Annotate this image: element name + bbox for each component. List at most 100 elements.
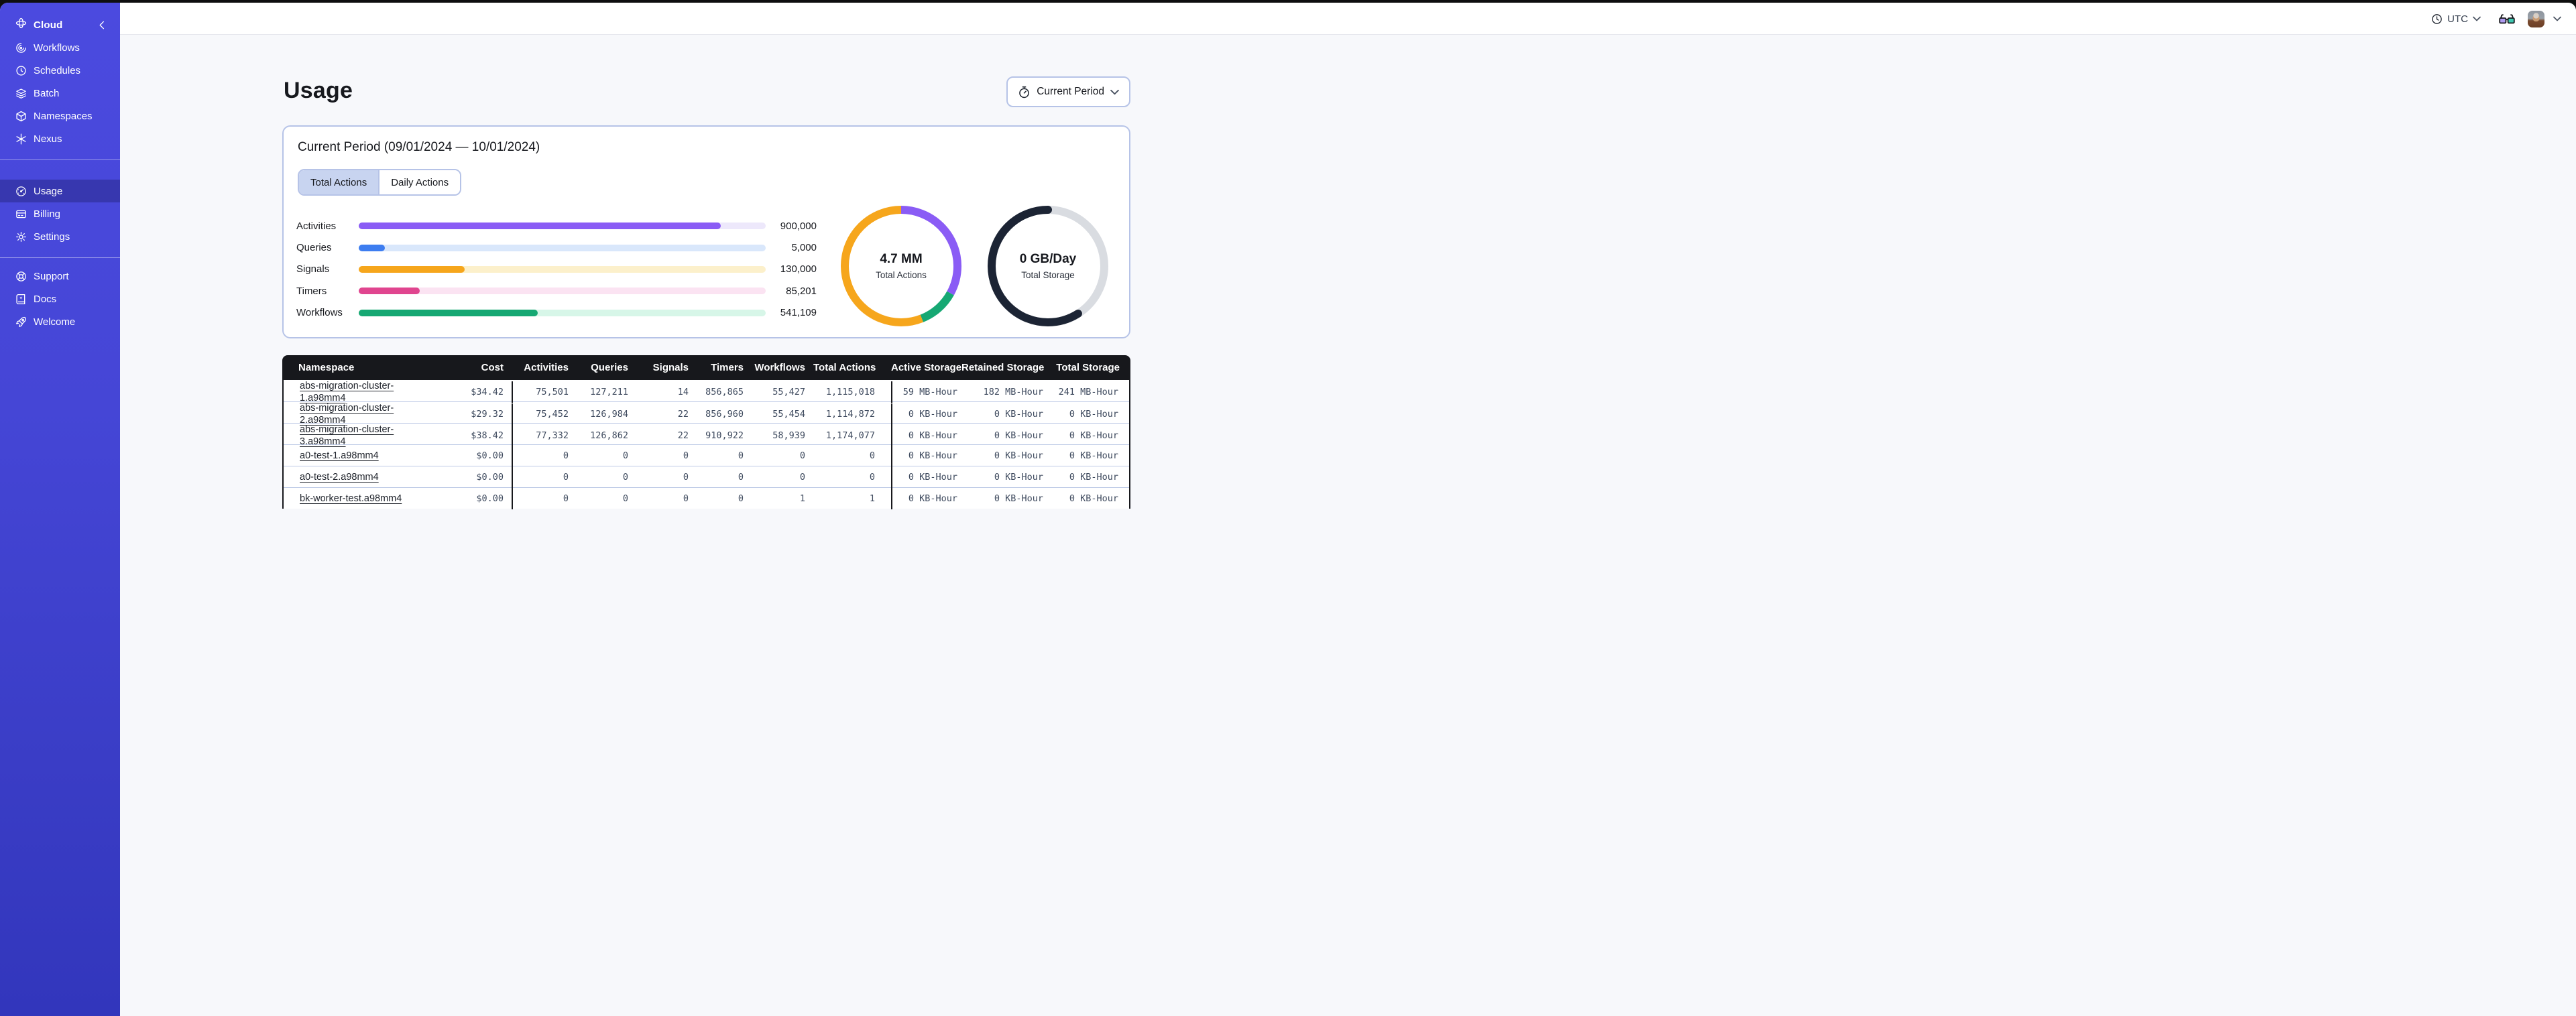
bar-fill (359, 244, 385, 251)
stopwatch-icon (1019, 86, 1030, 98)
table-row: a0-test-1.a98mm4 $0.00 0 0 0 0 0 0 0 KB-Hour 0 KB… (284, 444, 1129, 466)
donut-value: 4.7 MM (880, 252, 923, 266)
usage-page: Usage Current Period Current Period (09/… (282, 35, 1130, 1016)
cell-active-storage: 59 MB-Hour (891, 381, 961, 403)
cell-total-actions: 0 (869, 450, 875, 461)
table-row: bk-worker-test.a98mm4 $0.00 0 0 0 0 1 1 0 KB-Hou… (284, 487, 1129, 509)
chevron-down-icon (2473, 16, 2481, 21)
column-header-active-storage: Active Storage (891, 362, 962, 373)
donut-caption: Total Actions (876, 270, 927, 280)
donut-value: 0 GB/Day (1019, 252, 1077, 266)
cell-retained-storage: 0 KB-Hour (994, 409, 1043, 420)
donut-center: 0 GB/Day Total Storage (988, 206, 1108, 326)
tab-total-actions[interactable]: Total Actions (299, 170, 379, 194)
cell-cost: $0.00 (476, 493, 504, 504)
actions-tab-group: Total Actions Daily Actions (298, 169, 462, 196)
table-row: abs-migration-cluster-3.a98mm4 $38.42 77,3… (284, 423, 1129, 447)
cell-timers: 0 (738, 450, 744, 461)
column-header-timers: Timers (711, 362, 744, 373)
sidebar-item-docs[interactable]: Docs (0, 288, 120, 310)
cell-workflows: 58,939 (772, 430, 805, 441)
cell-total-storage: 0 KB-Hour (1069, 430, 1118, 441)
timezone-label: UTC (2447, 13, 2468, 25)
sidebar-collapse-button[interactable] (97, 19, 108, 31)
sidebar-item-label: Billing (34, 208, 61, 220)
namespace-link[interactable]: abs-migration-cluster-3.a98mm4 (300, 424, 394, 447)
sidebar-item-schedules[interactable]: Schedules (0, 59, 120, 82)
sidebar-item-label: Usage (34, 185, 63, 197)
namespace-link[interactable]: bk-worker-test.a98mm4 (300, 493, 402, 504)
sidebar-item-nexus[interactable]: Nexus (0, 127, 120, 150)
sidebar-item-label: Settings (34, 231, 70, 243)
bar-fill (359, 265, 465, 273)
user-menu-button[interactable] (2553, 16, 2561, 21)
user-avatar[interactable] (2528, 10, 2544, 27)
namespace-link[interactable]: abs-migration-cluster-1.a98mm4 (300, 381, 394, 403)
cell-active-storage: 0 KB-Hour (891, 488, 961, 509)
bar-label: Activities (296, 220, 337, 232)
bar-value: 900,000 (780, 220, 817, 232)
cell-total-storage: 0 KB-Hour (1069, 409, 1118, 420)
bar-label: Queries (296, 242, 332, 254)
bar-row-signals: Signals 130,000 (296, 259, 817, 280)
namespace-usage-table: Namespace Cost Activities Queries Signals Tim… (282, 355, 1130, 509)
cell-signals: 22 (677, 430, 689, 441)
cell-timers: 910,922 (705, 430, 744, 441)
cell-activities: 0 (512, 488, 577, 509)
cell-total-actions: 1,114,872 (825, 409, 875, 420)
sidebar-item-support[interactable]: Support (0, 265, 120, 288)
sidebar-item-namespaces[interactable]: Namespaces (0, 105, 120, 127)
billing-icon (16, 210, 26, 218)
cell-activities: 75,452 (512, 403, 577, 425)
bar-label: Timers (296, 285, 327, 297)
sidebar-item-label: Support (34, 270, 69, 282)
cell-total-storage: 0 KB-Hour (1069, 450, 1118, 461)
tab-daily-actions[interactable]: Daily Actions (378, 170, 461, 194)
cell-activities: 77,332 (512, 425, 577, 446)
sidebar-nav: Workflows Schedules Batch Namespaces Nexus Us… (0, 36, 120, 333)
cell-cost: $38.42 (471, 430, 504, 441)
cell-workflows: 0 (799, 472, 805, 483)
main-area: Usage Current Period Current Period (09/… (120, 35, 2576, 1016)
donut-ring (841, 206, 961, 326)
period-selector-label: Current Period (1037, 86, 1104, 97)
cloud-logo[interactable]: Cloud (0, 13, 120, 36)
namespace-link[interactable]: a0-test-1.a98mm4 (300, 450, 379, 461)
cell-active-storage: 0 KB-Hour (891, 445, 961, 466)
total-actions-donut: 4.7 MM Total Actions (841, 206, 961, 326)
cell-signals: 0 (683, 450, 689, 461)
sidebar-item-settings[interactable]: Settings (0, 225, 120, 248)
bar-track (359, 223, 766, 230)
reader-mode-button[interactable] (2499, 13, 2515, 24)
sidebar-item-label: Schedules (34, 64, 81, 76)
schedule-icon (16, 65, 26, 76)
sidebar-item-billing[interactable]: Billing (0, 202, 120, 225)
cell-signals: 0 (683, 493, 689, 504)
cell-namespace: abs-migration-cluster-2.a98mm4 (284, 402, 434, 426)
sidebar-item-label: Namespaces (34, 110, 93, 122)
cell-total-actions: 0 (869, 472, 875, 483)
actions-bar-chart: Activities 900,000 Queries 5,000 Signals 130,… (296, 215, 817, 324)
namespace-link[interactable]: abs-migration-cluster-2.a98mm4 (300, 403, 394, 426)
timezone-dropdown[interactable]: UTC (2431, 13, 2481, 25)
sidebar-item-usage[interactable]: Usage (0, 180, 120, 202)
sidebar-item-welcome[interactable]: Welcome (0, 310, 120, 333)
cell-activities: 75,501 (512, 381, 577, 403)
orbit-logo-icon (15, 17, 27, 32)
cell-workflows: 55,454 (772, 409, 805, 420)
table-row: abs-migration-cluster-1.a98mm4 $34.42 75,5… (284, 380, 1129, 404)
namespace-link[interactable]: a0-test-2.a98mm4 (300, 472, 379, 483)
sidebar-item-batch[interactable]: Batch (0, 82, 120, 105)
sidebar-item-label: Workflows (34, 42, 80, 54)
period-selector-button[interactable]: Current Period (1006, 76, 1130, 107)
cell-timers: 0 (738, 472, 744, 483)
cell-active-storage: 0 KB-Hour (891, 403, 961, 425)
gear-icon (16, 231, 26, 242)
glasses-icon (2499, 14, 2515, 24)
sidebar-item-label: Batch (34, 87, 60, 99)
column-header-total-storage: Total Storage (1056, 362, 1120, 373)
rocket-icon (16, 316, 26, 327)
cell-signals: 14 (677, 387, 689, 397)
cell-namespace: abs-migration-cluster-1.a98mm4 (284, 380, 434, 404)
sidebar-item-workflows[interactable]: Workflows (0, 36, 120, 59)
